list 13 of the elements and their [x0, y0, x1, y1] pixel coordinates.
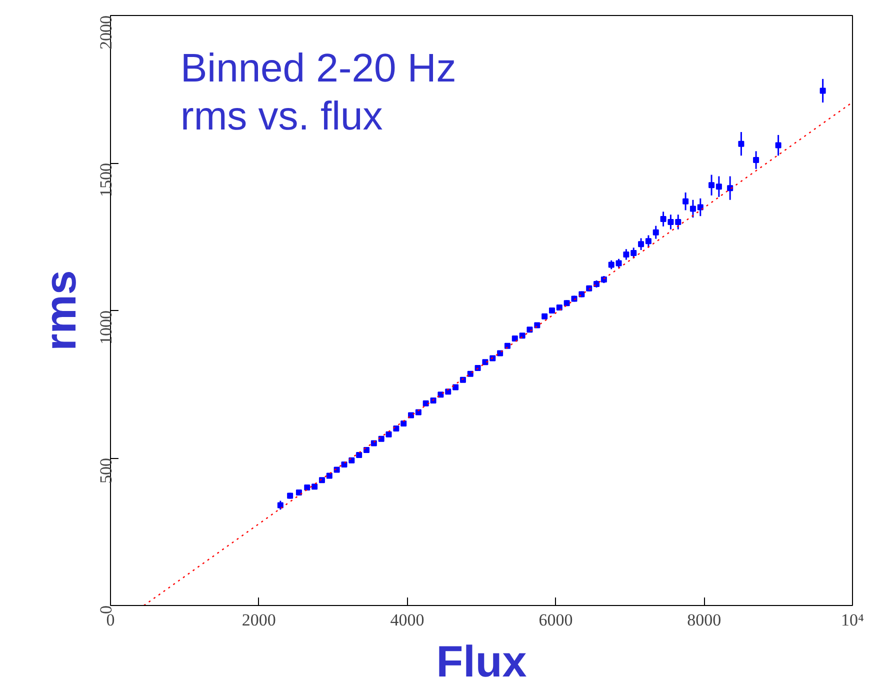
y-axis-title: rms	[36, 270, 86, 351]
y-tick-label: 500	[96, 458, 116, 484]
y-tick-label: 2000	[96, 16, 116, 50]
annotation: rms vs. flux	[180, 94, 383, 138]
x-tick-label: 10⁴	[841, 610, 864, 630]
x-tick-label: 2000	[242, 610, 276, 630]
x-tick-label: 4000	[390, 610, 424, 630]
y-tick-label: 1500	[96, 163, 116, 197]
x-tick-label: 8000	[687, 610, 722, 630]
y-tick-label: 1000	[96, 310, 116, 344]
x-tick-label: 6000	[538, 610, 573, 630]
x-axis-title: Flux	[436, 638, 528, 686]
annotation: Binned 2-20 Hz	[180, 46, 456, 90]
